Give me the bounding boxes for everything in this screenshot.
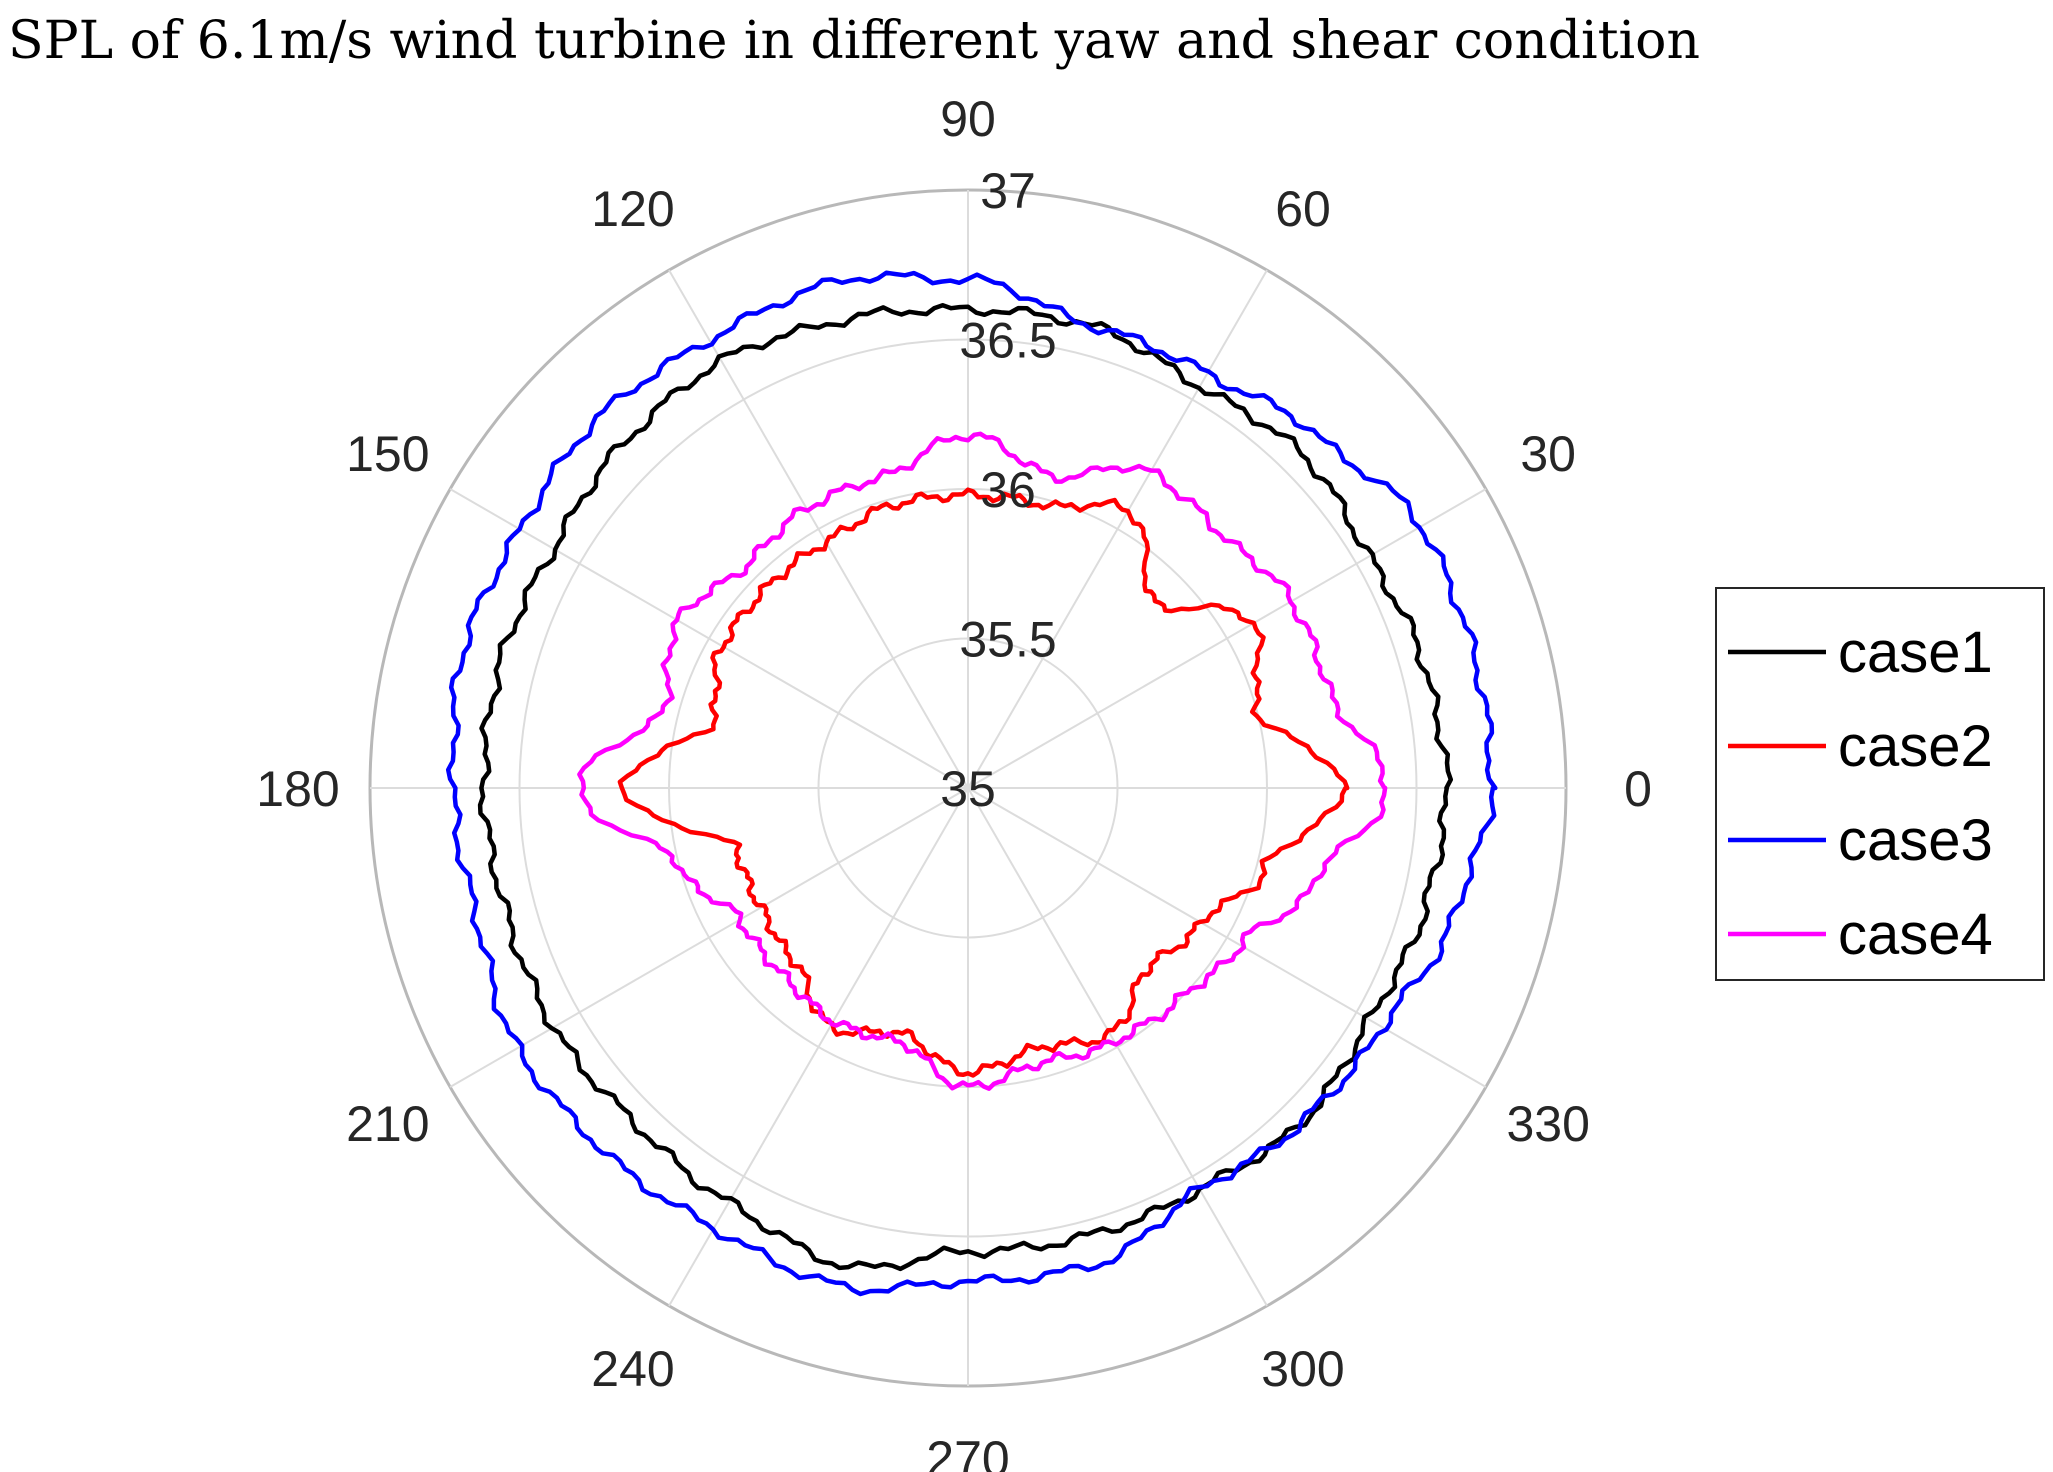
grid-spoke: [967, 488, 1487, 789]
r-tick-label: 37: [980, 163, 1036, 219]
series-line-case4: [577, 431, 1388, 1091]
theta-tick-label: 150: [346, 426, 429, 482]
theta-tick-label: 180: [256, 761, 339, 817]
legend-label-case4: case4: [1838, 902, 1993, 967]
grid-spoke: [668, 787, 969, 1307]
grid-spoke: [967, 269, 1268, 789]
chart-title: SPL of 6.1m/s wind turbine in different …: [8, 11, 1700, 71]
grid-spoke: [967, 787, 1487, 1088]
theta-tick-label: 90: [940, 91, 996, 147]
theta-tick-label: 300: [1261, 1341, 1344, 1397]
angle-tick-labels: 0 30 60 90 120 150 180 210 240 270 300 330: [256, 91, 1652, 1472]
r-tick-label: 36: [980, 462, 1036, 518]
theta-tick-label: 330: [1506, 1096, 1589, 1152]
grid-spoke: [449, 488, 969, 789]
theta-tick-label: 60: [1275, 181, 1331, 237]
theta-tick-label: 120: [591, 181, 674, 237]
grid-spoke: [967, 787, 1268, 1307]
r-tick-label: 35: [940, 761, 996, 817]
theta-tick-label: 0: [1624, 761, 1652, 817]
legend: case1 case2 case3 case4: [1715, 587, 2045, 981]
series-layer: [445, 270, 1498, 1297]
theta-tick-label: 240: [591, 1341, 674, 1397]
radial-tick-labels: 35 35.5 36 36.5 37: [940, 163, 1056, 817]
series-line-case2: [617, 487, 1350, 1078]
legend-label-case1: case1: [1838, 620, 1993, 685]
series-line-case3: [445, 270, 1498, 1297]
legend-label-case3: case3: [1838, 808, 1993, 873]
r-tick-label: 35.5: [959, 612, 1056, 668]
legend-label-case2: case2: [1838, 714, 1993, 779]
grid-spoke: [449, 787, 969, 1088]
theta-tick-label: 270: [926, 1431, 1009, 1472]
theta-tick-label: 30: [1520, 426, 1576, 482]
r-tick-label: 36.5: [959, 313, 1056, 369]
theta-tick-label: 210: [346, 1096, 429, 1152]
